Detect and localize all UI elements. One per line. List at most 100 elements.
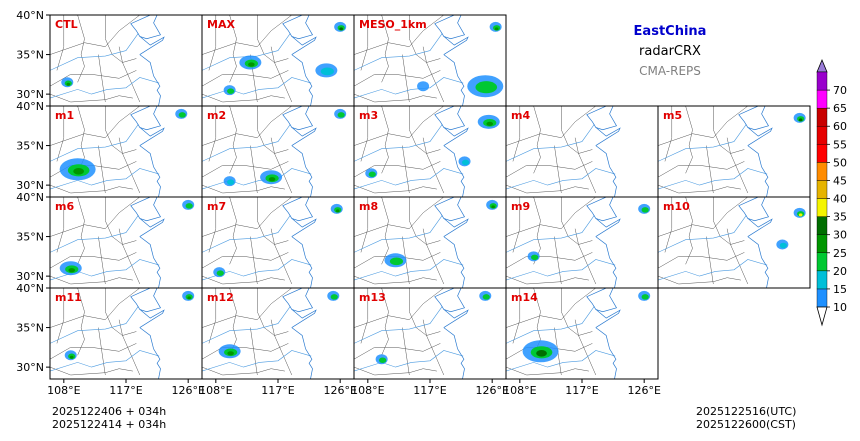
echo-core [642, 207, 649, 213]
colorbar-label: 10 [833, 301, 847, 314]
init-time-line-1: 2025122406 + 034h [52, 405, 166, 418]
echo-peak [187, 296, 191, 299]
echo-core [179, 112, 186, 118]
ytick-label: 35°N [16, 49, 44, 62]
echo-core [338, 112, 345, 118]
echo-peak [336, 209, 340, 212]
colorbar-bin-60 [817, 108, 827, 126]
xtick-label: 117°E [109, 384, 142, 397]
panel-m6: m6 [50, 197, 202, 288]
colorbar-label: 65 [833, 102, 847, 115]
panel-label: m13 [359, 291, 386, 304]
colorbar-bin-15 [817, 271, 827, 289]
system-title: CMA-REPS [639, 64, 701, 78]
panel-label: m8 [359, 200, 378, 213]
panel-label: m3 [359, 109, 378, 122]
region-title: EastChina [634, 24, 707, 39]
colorbar-bin-35 [817, 199, 827, 217]
panel-m10: m10 [658, 197, 810, 288]
panel-label: m4 [511, 109, 530, 122]
ytick-label: 35°N [16, 231, 44, 244]
xtick-label: 117°E [413, 384, 446, 397]
echo-core [227, 88, 234, 94]
xtick-label: 108°E [199, 384, 232, 397]
echo-peak [491, 205, 495, 208]
colorbar-label: 40 [833, 193, 847, 206]
xtick-label: 108°E [47, 384, 80, 397]
colorbar-over-extend [817, 60, 827, 72]
valid-time-utc: 2025122516(UTC) [696, 405, 796, 418]
ytick-label: 40°N [16, 282, 44, 295]
panel-m7: m7 [202, 197, 354, 288]
echo-core [462, 160, 469, 166]
echo-peak [248, 62, 255, 66]
echo-peak [70, 356, 74, 359]
panel-label: m1 [55, 109, 74, 122]
xtick-label: 117°E [565, 384, 598, 397]
ytick-label: 35°N [16, 322, 44, 335]
colorbar-label: 70 [833, 84, 847, 97]
ytick-label: 40°N [16, 191, 44, 204]
panel-MESO_1km: MESO_1km [354, 15, 506, 106]
panel-m11: m11 [50, 288, 202, 379]
panel-label: MAX [207, 18, 235, 31]
colorbar-bin-30 [817, 217, 827, 235]
panel-m14: m14 [506, 288, 658, 379]
colorbar-label: 45 [833, 174, 847, 187]
echo-core [331, 294, 338, 300]
colorbar-bin-65 [817, 90, 827, 108]
variable-title: radarCRX [639, 44, 701, 59]
panel-m1: m1 [50, 106, 202, 197]
ytick-label: 30°N [16, 361, 44, 374]
echo-core [227, 179, 234, 185]
panel-label: m11 [55, 291, 82, 304]
echo-peak [799, 213, 803, 216]
colorbar-bin-45 [817, 162, 827, 180]
echo-core [642, 294, 649, 300]
echo-core [531, 255, 538, 261]
colorbar-label: 55 [833, 138, 847, 151]
colorbar-bin-10 [817, 289, 827, 307]
panel-m13: m13 [354, 288, 506, 379]
panel-label: m14 [511, 291, 538, 304]
colorbar-bin-70 [817, 72, 827, 90]
colorbar-bin-40 [817, 180, 827, 198]
echo-core [321, 68, 334, 76]
colorbar-bin-50 [817, 144, 827, 162]
echo-core [483, 294, 490, 300]
xtick-label: 126°E [627, 384, 660, 397]
panel-label: m2 [207, 109, 226, 122]
panel-m3: m3 [354, 106, 506, 197]
echo-core [390, 257, 403, 265]
panel-m2: m2 [202, 106, 354, 197]
colorbar-bin-20 [817, 253, 827, 271]
panel-m12: m12 [202, 288, 354, 379]
init-time-line-2: 2025122414 + 034h [52, 418, 166, 431]
echo-peak [73, 168, 84, 175]
panel-m9: m9 [506, 197, 658, 288]
xtick-label: 117°E [261, 384, 294, 397]
panel-label: m12 [207, 291, 234, 304]
colorbar-label: 35 [833, 211, 847, 224]
colorbar-bin-25 [817, 235, 827, 253]
panel-label: m9 [511, 200, 530, 213]
panel-label: CTL [55, 18, 78, 31]
echo-core [369, 172, 376, 178]
xtick-label: 108°E [351, 384, 384, 397]
panel-MAX: MAX [202, 15, 354, 106]
colorbar-label: 30 [833, 229, 847, 242]
ytick-label: 40°N [16, 9, 44, 22]
colorbar-label: 25 [833, 247, 847, 260]
colorbar: 10152025303540455055606570 [817, 60, 847, 325]
echo-core [186, 203, 193, 209]
echo-peak [536, 350, 547, 357]
ytick-label: 35°N [16, 140, 44, 153]
panel-label: m10 [663, 200, 690, 213]
echo-peak [68, 268, 75, 272]
panel-label: m5 [663, 109, 682, 122]
colorbar-label: 60 [833, 120, 847, 133]
echo-peak [66, 83, 70, 86]
echo-peak [495, 27, 499, 30]
echo-peak [799, 118, 803, 121]
echo-peak [227, 351, 234, 355]
